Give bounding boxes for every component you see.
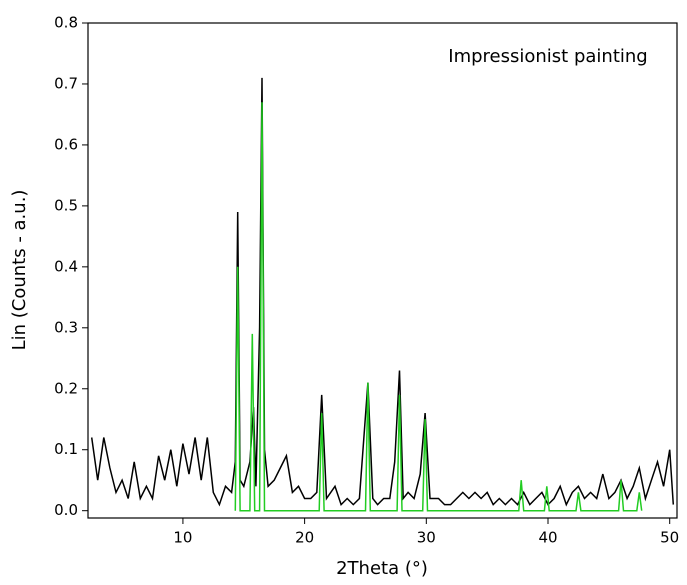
y-tick-label: 0.5: [54, 196, 78, 214]
x-tick-label: 30: [417, 529, 436, 547]
y-axis-label: Lin (Counts - a.u.): [9, 190, 30, 351]
x-tick-label: 10: [173, 529, 192, 547]
y-tick-label: 0.4: [54, 257, 78, 275]
x-axis-label: 2Theta (°): [336, 558, 428, 579]
annotation: Impressionist painting: [448, 46, 647, 67]
plot-frame: [87, 22, 678, 519]
y-tick-label: 0.0: [54, 501, 78, 519]
y-tick-label: 0.7: [54, 74, 78, 92]
y-tick-label: 0.3: [54, 318, 78, 336]
y-tick-label: 0.1: [54, 440, 78, 458]
x-tick-label: 50: [660, 529, 679, 547]
y-tick-label: 0.2: [54, 379, 78, 397]
y-tick-label: 0.6: [54, 135, 78, 153]
series-line: [234, 102, 643, 512]
series-line: [90, 77, 675, 507]
x-tick-label: 20: [295, 529, 314, 547]
x-tick-label: 40: [538, 529, 557, 547]
y-tick-label: 0.8: [54, 14, 78, 32]
